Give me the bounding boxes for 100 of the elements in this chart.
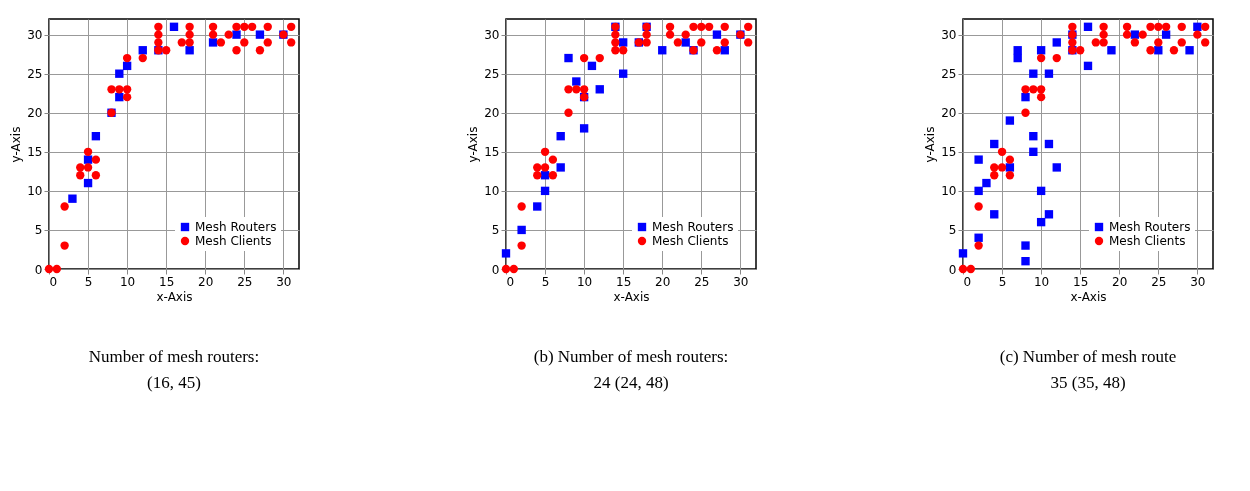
- y-tick-label: 10: [941, 184, 957, 199]
- point: [76, 163, 85, 172]
- point: [1021, 241, 1030, 250]
- point: [1161, 30, 1171, 39]
- y-tick-label: 5: [34, 223, 43, 238]
- point: [1052, 163, 1061, 172]
- point: [122, 53, 132, 63]
- point: [177, 38, 186, 47]
- point: [1146, 22, 1155, 31]
- point: [1169, 46, 1179, 55]
- y-axis-title: y-Axis: [466, 126, 481, 163]
- point: [572, 77, 581, 86]
- point: [162, 46, 171, 55]
- point: [1099, 30, 1108, 39]
- point: [232, 46, 241, 55]
- x-tick-label: 30: [276, 274, 292, 289]
- point: [1013, 46, 1022, 55]
- y-tick-label: 30: [484, 28, 500, 43]
- x-axis-title: x-Axis: [156, 289, 193, 304]
- point: [1036, 92, 1046, 102]
- point: [579, 124, 589, 133]
- point: [681, 30, 690, 39]
- point: [974, 241, 983, 250]
- point: [1029, 85, 1038, 94]
- point: [1146, 46, 1155, 55]
- point: [974, 155, 983, 164]
- point: [990, 163, 999, 172]
- point: [138, 53, 147, 63]
- point: [997, 147, 1007, 156]
- point: [720, 22, 729, 31]
- point: [974, 186, 983, 196]
- x-tick-label: 15: [1073, 274, 1089, 289]
- point: [216, 38, 226, 47]
- point: [1154, 38, 1163, 47]
- point: [1201, 22, 1210, 31]
- y-tick-label: 25: [941, 67, 957, 82]
- point: [564, 108, 573, 117]
- point: [1122, 30, 1132, 39]
- point: [1122, 22, 1132, 31]
- y-tick-label: 30: [941, 28, 957, 43]
- x-tick-label: 10: [119, 274, 136, 289]
- text: (16, 45): [147, 373, 201, 392]
- point: [1005, 163, 1015, 172]
- point: [595, 85, 604, 94]
- x-tick-label: 30: [1190, 274, 1206, 289]
- point: [138, 46, 147, 55]
- y-tick-label: 10: [27, 184, 43, 199]
- legend-label: Mesh Routers: [195, 220, 277, 234]
- x-tick-label: 5: [84, 274, 93, 289]
- point: [1083, 61, 1093, 71]
- point: [533, 202, 542, 211]
- point: [697, 38, 706, 47]
- y-axis-title: y-Axis: [9, 126, 24, 163]
- x-tick-label: 0: [963, 274, 972, 289]
- point: [247, 22, 257, 31]
- point: [1091, 38, 1100, 47]
- point: [665, 30, 675, 39]
- point: [122, 85, 132, 94]
- point: [1107, 46, 1116, 55]
- y-tick-label: 0: [948, 262, 957, 277]
- point: [287, 38, 296, 47]
- y-tick-label: 5: [491, 223, 500, 238]
- point: [712, 46, 722, 55]
- point: [255, 46, 265, 55]
- point: [1161, 22, 1171, 31]
- point: [232, 30, 241, 39]
- point: [1005, 155, 1015, 164]
- x-tick-label: 20: [1112, 274, 1128, 289]
- point: [1052, 53, 1061, 63]
- text: (b) Number of mesh routers:: [533, 347, 729, 366]
- point: [642, 30, 651, 39]
- legend-label: Mesh Routers: [1109, 220, 1191, 234]
- point: [548, 171, 558, 180]
- point: [122, 61, 132, 71]
- point: [673, 38, 683, 47]
- x-axis-title: x-Axis: [613, 289, 650, 304]
- point: [154, 30, 163, 39]
- y-tick-label: 30: [27, 28, 43, 43]
- legend-label: Mesh Clients: [195, 234, 272, 248]
- point: [533, 171, 542, 180]
- point: [1076, 46, 1085, 55]
- point: [958, 249, 968, 258]
- point: [564, 85, 573, 94]
- point: [91, 132, 101, 141]
- x-tick-label: 15: [159, 274, 175, 289]
- point: [83, 178, 93, 188]
- point: [1021, 92, 1030, 102]
- point: [990, 139, 999, 149]
- point: [974, 202, 983, 211]
- point: [1185, 46, 1194, 55]
- point: [107, 85, 116, 94]
- point: [263, 22, 272, 31]
- point: [185, 22, 194, 31]
- point: [1044, 210, 1054, 219]
- point: [1099, 22, 1108, 31]
- point: [697, 22, 706, 31]
- point: [240, 38, 249, 47]
- point: [154, 22, 163, 31]
- point: [744, 22, 753, 31]
- x-tick-label: 10: [576, 274, 593, 289]
